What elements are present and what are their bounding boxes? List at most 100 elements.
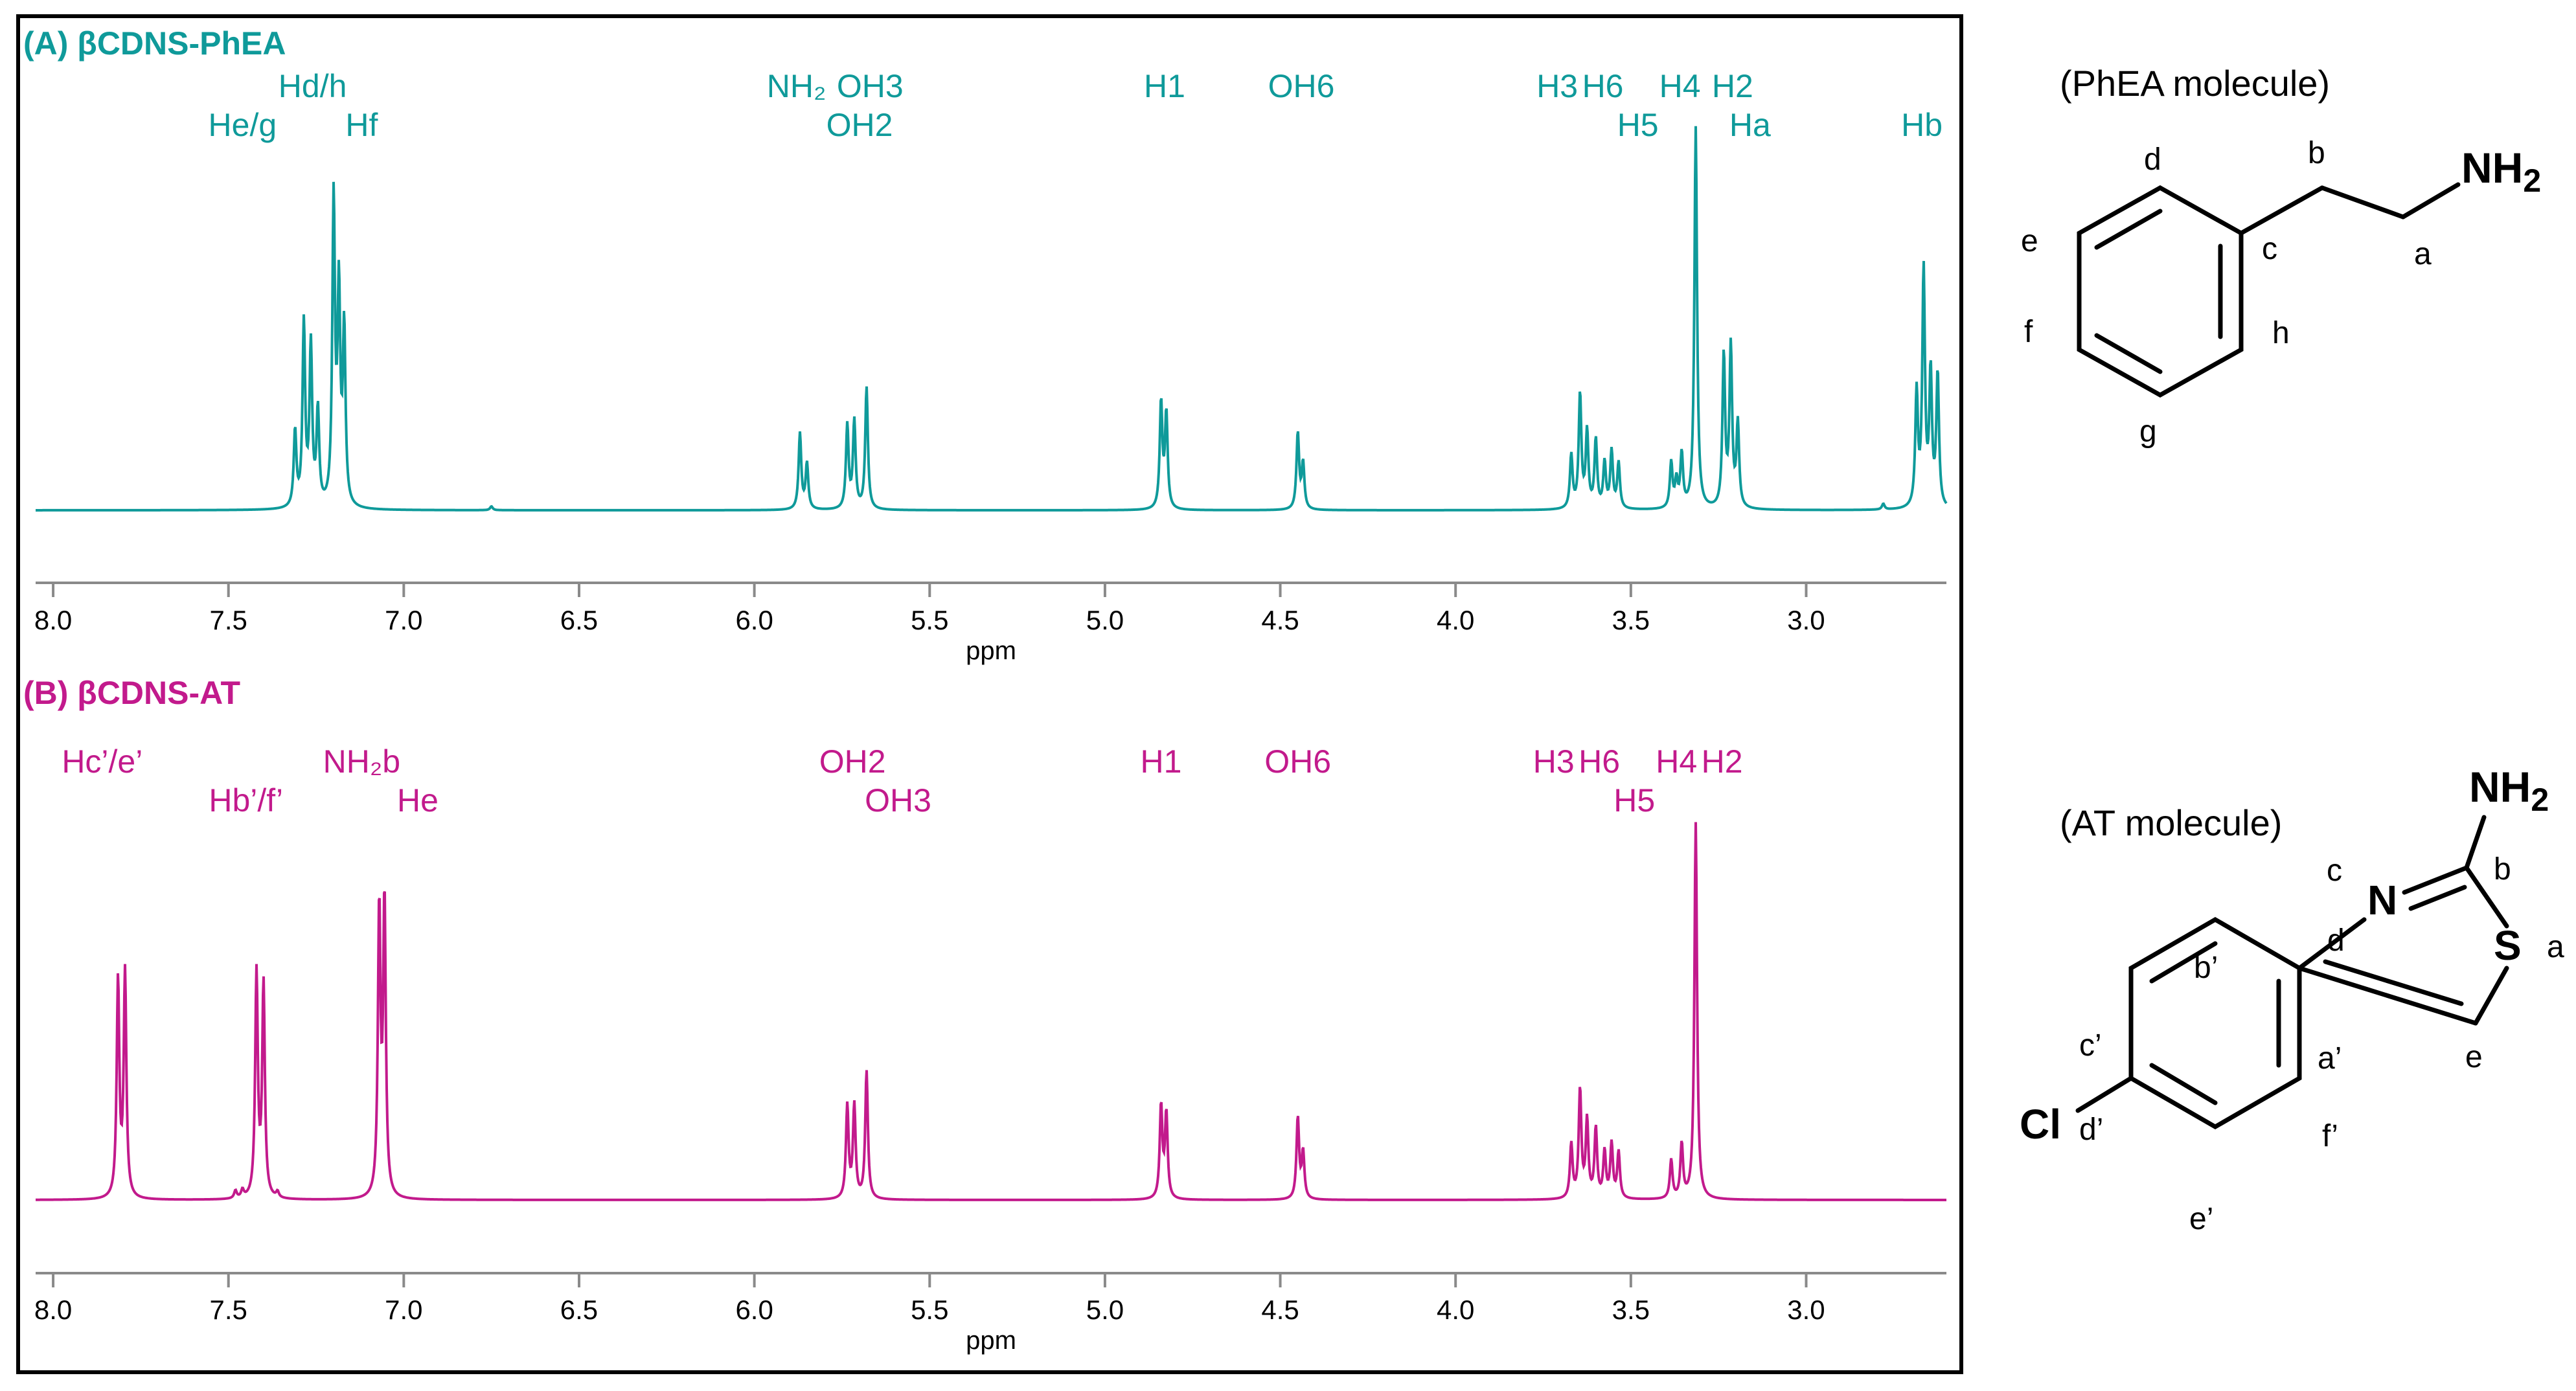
at-label-c-prime: c’ bbox=[2079, 1028, 2102, 1063]
peak-annotation: H2 bbox=[1712, 68, 1753, 104]
x-tick-label: 6.0 bbox=[735, 1295, 773, 1325]
phea-label-d: d bbox=[2144, 142, 2161, 177]
at-s-atom: S bbox=[2494, 922, 2522, 969]
phea-molecule-title: (PhEA molecule) bbox=[2060, 63, 2330, 104]
panel-a-label: (A) βCDNS-PhEA bbox=[23, 25, 286, 62]
peak-annotation: NH₂ bbox=[767, 68, 826, 104]
peak-annotation: OH2 bbox=[819, 743, 886, 780]
peak-annotation: H4 bbox=[1659, 68, 1701, 104]
phea-label-c: c bbox=[2262, 232, 2277, 266]
phea-label-h: h bbox=[2272, 316, 2290, 350]
phea-benzene-ring bbox=[2077, 185, 2244, 398]
peak-annotation: H6 bbox=[1579, 743, 1620, 780]
at-cl-atom: Cl bbox=[2020, 1101, 2061, 1148]
phea-chain-bond-3 bbox=[2400, 182, 2461, 220]
x-tick-label: 6.0 bbox=[735, 605, 773, 635]
x-tick-label: 8.0 bbox=[34, 605, 72, 635]
x-tick-label: 4.5 bbox=[1261, 1295, 1299, 1325]
phea-label-g: g bbox=[2139, 414, 2157, 449]
peak-annotation: OH3 bbox=[837, 68, 904, 104]
panel-a-ticks: 8.0 7.5 7.0 6.5 6.0 5.5 5.0 4.5 4.0 3.5 3.0 bbox=[34, 583, 1825, 635]
at-bond-c5-c4-double bbox=[2323, 959, 2464, 1006]
at-phenyl-inner-bond-3 bbox=[2149, 1063, 2218, 1105]
x-tick-label: 8.0 bbox=[34, 1295, 72, 1325]
x-tick-label: 5.0 bbox=[1086, 1295, 1124, 1325]
at-label-d-prime: d’ bbox=[2079, 1113, 2103, 1147]
phea-molecule: (PhEA molecule) NH2 a b c d e f g h bbox=[2021, 63, 2541, 449]
peak-annotation: OH3 bbox=[865, 782, 931, 819]
x-tick-label: 5.5 bbox=[911, 1295, 948, 1325]
peak-annotation: OH2 bbox=[826, 107, 893, 143]
at-bond-n3-c2 bbox=[2402, 865, 2469, 895]
at-bond-c5-c4 bbox=[2297, 966, 2478, 1026]
x-tick-label: 4.0 bbox=[1437, 1295, 1474, 1325]
phea-nh2-main: NH bbox=[2461, 144, 2523, 192]
x-tick-label: 6.5 bbox=[560, 605, 598, 635]
phea-bonds bbox=[2077, 182, 2461, 398]
at-label-e: e bbox=[2465, 1040, 2483, 1074]
at-nh2-label: NH2 bbox=[2469, 763, 2549, 818]
panel-a-x-label: ppm bbox=[966, 637, 1016, 665]
at-label-d: d bbox=[2327, 923, 2345, 958]
phea-nh2-label: NH2 bbox=[2461, 144, 2541, 199]
peak-annotation: H3 bbox=[1533, 743, 1575, 780]
peak-annotation: NH₂b bbox=[323, 743, 400, 780]
x-tick-label: 3.0 bbox=[1787, 1295, 1825, 1325]
peak-annotation: H1 bbox=[1144, 68, 1185, 104]
peak-annotation: Hf bbox=[345, 107, 378, 143]
at-n-atom: N bbox=[2367, 877, 2397, 923]
peak-annotation: Hc’/e’ bbox=[62, 743, 142, 780]
phea-chain-bond-2 bbox=[2320, 185, 2406, 220]
phea-chain-bond-1 bbox=[2239, 185, 2325, 236]
panel-b-label: (B) βCDNS-AT bbox=[23, 675, 240, 711]
at-bond-c-cl bbox=[2075, 1076, 2134, 1113]
peak-annotation: He bbox=[397, 782, 439, 819]
peak-annotation: H1 bbox=[1141, 743, 1182, 780]
peak-annotation: OH6 bbox=[1264, 743, 1331, 780]
at-molecule: (AT molecule) NH2 N S Cl a b c d e bbox=[2020, 763, 2564, 1236]
peak-annotation: Hd/h bbox=[279, 68, 347, 104]
panel-b-ticks: 8.0 7.5 7.0 6.5 6.0 5.5 5.0 4.5 4.0 3.5 3.0 bbox=[34, 1273, 1825, 1325]
at-molecule-title: (AT molecule) bbox=[2060, 802, 2282, 843]
x-tick-label: 5.0 bbox=[1086, 605, 1124, 635]
x-tick-label: 3.5 bbox=[1612, 605, 1650, 635]
phea-label-e: e bbox=[2021, 224, 2038, 258]
peak-annotation: Hb’/f’ bbox=[209, 782, 283, 819]
phea-label-a: a bbox=[2414, 237, 2432, 271]
x-tick-label: 3.5 bbox=[1612, 1295, 1650, 1325]
phea-ring-inner-bond-3 bbox=[2094, 333, 2163, 374]
phea-label-b: b bbox=[2308, 136, 2325, 170]
x-tick-label: 4.5 bbox=[1261, 605, 1299, 635]
at-bond-c4-n3 bbox=[2297, 917, 2367, 971]
peak-annotation: H6 bbox=[1582, 68, 1624, 104]
peak-annotation: H5 bbox=[1613, 782, 1655, 819]
x-tick-label: 5.5 bbox=[911, 605, 948, 635]
peak-annotation: He/g bbox=[209, 107, 277, 143]
at-bond-c2-s1 bbox=[2464, 865, 2509, 929]
phea-ring-inner-bond-1 bbox=[2094, 209, 2163, 250]
phea-label-f: f bbox=[2024, 315, 2033, 349]
x-tick-label: 7.0 bbox=[385, 605, 422, 635]
at-nh2-main: NH bbox=[2469, 763, 2531, 811]
at-label-f-prime: f’ bbox=[2322, 1119, 2338, 1153]
x-tick-label: 6.5 bbox=[560, 1295, 598, 1325]
peak-annotation: H5 bbox=[1617, 107, 1659, 143]
peak-annotation: Hb bbox=[1901, 107, 1943, 143]
at-label-b-prime: b’ bbox=[2194, 951, 2218, 985]
at-bond-s1-c5 bbox=[2473, 966, 2509, 1026]
at-phenyl-inner-bond-2 bbox=[2149, 941, 2218, 984]
x-tick-label: 7.5 bbox=[210, 605, 247, 635]
at-label-b: b bbox=[2494, 852, 2511, 887]
at-nh2-sub: 2 bbox=[2531, 782, 2549, 818]
panel-b-x-label: ppm bbox=[966, 1326, 1016, 1355]
peak-annotation: OH6 bbox=[1268, 68, 1335, 104]
peak-annotation: H4 bbox=[1656, 743, 1697, 780]
peak-annotation: H3 bbox=[1536, 68, 1578, 104]
x-tick-label: 7.0 bbox=[385, 1295, 422, 1325]
at-bonds bbox=[2075, 815, 2509, 1130]
